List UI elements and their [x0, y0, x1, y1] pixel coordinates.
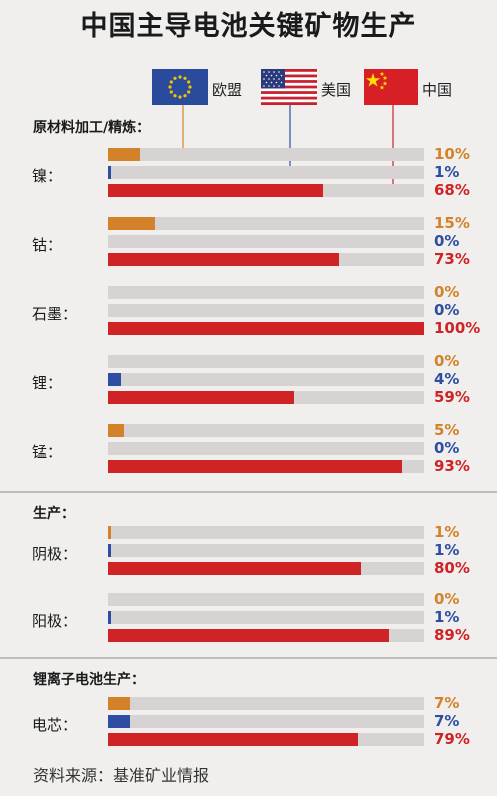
bar-cn [108, 184, 323, 197]
bar-track [108, 217, 424, 230]
value-label-eu: 0% [434, 283, 460, 301]
bar-eu [108, 697, 131, 710]
section-title-production: 生产： [33, 506, 75, 522]
bar-cn [108, 562, 361, 575]
bar-eu [108, 217, 156, 230]
bar-cn [108, 391, 295, 404]
bar-eu [108, 148, 140, 161]
value-label-us: 0% [434, 439, 460, 457]
value-label-cn: 73% [434, 250, 470, 268]
bar-track [108, 593, 424, 606]
value-label-eu: 7% [434, 694, 460, 712]
group-label: 镍： [32, 167, 63, 185]
bar-track [108, 424, 424, 437]
section-divider [0, 657, 497, 659]
bar-us [108, 544, 112, 557]
section-divider [0, 491, 497, 493]
section-title-battery: 锂离子电池生产： [33, 672, 145, 688]
bar-cn [108, 322, 424, 335]
bar-track [108, 697, 424, 710]
bar-track [108, 526, 424, 539]
value-label-us: 0% [434, 232, 460, 250]
group-label: 阴极： [32, 545, 78, 563]
group-label: 钴： [32, 236, 63, 254]
value-label-cn: 100% [434, 319, 481, 337]
source-note: 资料来源：基准矿业情报 [33, 766, 210, 785]
bar-track [108, 304, 424, 317]
china-flag-icon [364, 69, 418, 105]
value-label-eu: 5% [434, 421, 460, 439]
group-label: 锰： [32, 443, 63, 461]
chart-title: 中国主导电池关键矿物生产 [80, 11, 417, 42]
bar-track [108, 286, 424, 299]
bar-track [108, 148, 424, 161]
value-label-cn: 68% [434, 181, 470, 199]
bar-track [108, 355, 424, 368]
value-label-us: 1% [434, 608, 460, 626]
group-label: 阳极： [32, 612, 78, 630]
legend-label-us: 美国 [321, 81, 352, 99]
bar-track [108, 544, 424, 557]
group-label: 石墨： [32, 305, 78, 323]
group-label: 锂： [32, 374, 63, 392]
group-label: 电芯： [32, 716, 78, 734]
bar-track [108, 442, 424, 455]
bar-cn [108, 460, 402, 473]
bar-cn [108, 733, 358, 746]
value-label-cn: 59% [434, 388, 470, 406]
bar-us [108, 611, 112, 624]
value-label-us: 7% [434, 712, 460, 730]
legend-label-cn: 中国 [422, 81, 453, 99]
bar-eu [108, 526, 112, 539]
us-flag-icon [261, 69, 317, 105]
value-label-eu: 1% [434, 523, 460, 541]
value-label-eu: 0% [434, 352, 460, 370]
bar-track [108, 166, 424, 179]
bar-us [108, 715, 131, 728]
value-label-cn: 93% [434, 457, 470, 475]
value-label-eu: 0% [434, 590, 460, 608]
value-label-us: 4% [434, 370, 460, 388]
bar-cn [108, 253, 339, 266]
value-label-cn: 79% [434, 730, 470, 748]
eu-flag-icon [152, 69, 208, 105]
bar-track [108, 235, 424, 248]
value-label-us: 0% [434, 301, 460, 319]
value-label-eu: 10% [434, 145, 470, 163]
bar-us [108, 166, 112, 179]
value-label-us: 1% [434, 541, 460, 559]
bar-cn [108, 629, 390, 642]
bar-track [108, 611, 424, 624]
value-label-eu: 15% [434, 214, 470, 232]
bar-eu [108, 424, 124, 437]
bar-us [108, 373, 121, 386]
section-title-processing: 原材料加工/精炼： [33, 120, 151, 136]
bar-track [108, 373, 424, 386]
value-label-cn: 80% [434, 559, 470, 577]
legend-label-eu: 欧盟 [212, 81, 243, 99]
value-label-cn: 89% [434, 626, 470, 644]
bar-track [108, 715, 424, 728]
value-label-us: 1% [434, 163, 460, 181]
